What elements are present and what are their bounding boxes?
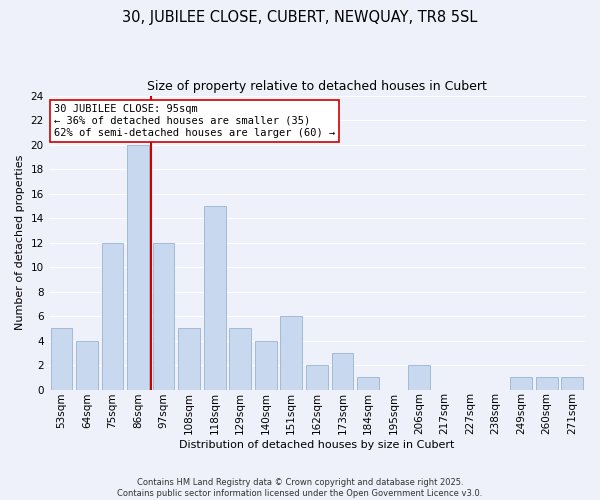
Text: 30, JUBILEE CLOSE, CUBERT, NEWQUAY, TR8 5SL: 30, JUBILEE CLOSE, CUBERT, NEWQUAY, TR8 … xyxy=(122,10,478,25)
Bar xyxy=(562,378,583,390)
Bar xyxy=(357,378,379,390)
Bar xyxy=(50,328,72,390)
Bar xyxy=(153,242,175,390)
Title: Size of property relative to detached houses in Cubert: Size of property relative to detached ho… xyxy=(147,80,487,93)
X-axis label: Distribution of detached houses by size in Cubert: Distribution of detached houses by size … xyxy=(179,440,455,450)
Bar xyxy=(536,378,557,390)
Bar xyxy=(332,353,353,390)
Bar xyxy=(255,340,277,390)
Y-axis label: Number of detached properties: Number of detached properties xyxy=(15,155,25,330)
Bar xyxy=(306,365,328,390)
Bar xyxy=(408,365,430,390)
Text: 30 JUBILEE CLOSE: 95sqm
← 36% of detached houses are smaller (35)
62% of semi-de: 30 JUBILEE CLOSE: 95sqm ← 36% of detache… xyxy=(54,104,335,138)
Text: Contains HM Land Registry data © Crown copyright and database right 2025.
Contai: Contains HM Land Registry data © Crown c… xyxy=(118,478,482,498)
Bar xyxy=(229,328,251,390)
Bar xyxy=(101,242,124,390)
Bar xyxy=(510,378,532,390)
Bar xyxy=(280,316,302,390)
Bar xyxy=(76,340,98,390)
Bar xyxy=(127,144,149,390)
Bar xyxy=(178,328,200,390)
Bar xyxy=(204,206,226,390)
